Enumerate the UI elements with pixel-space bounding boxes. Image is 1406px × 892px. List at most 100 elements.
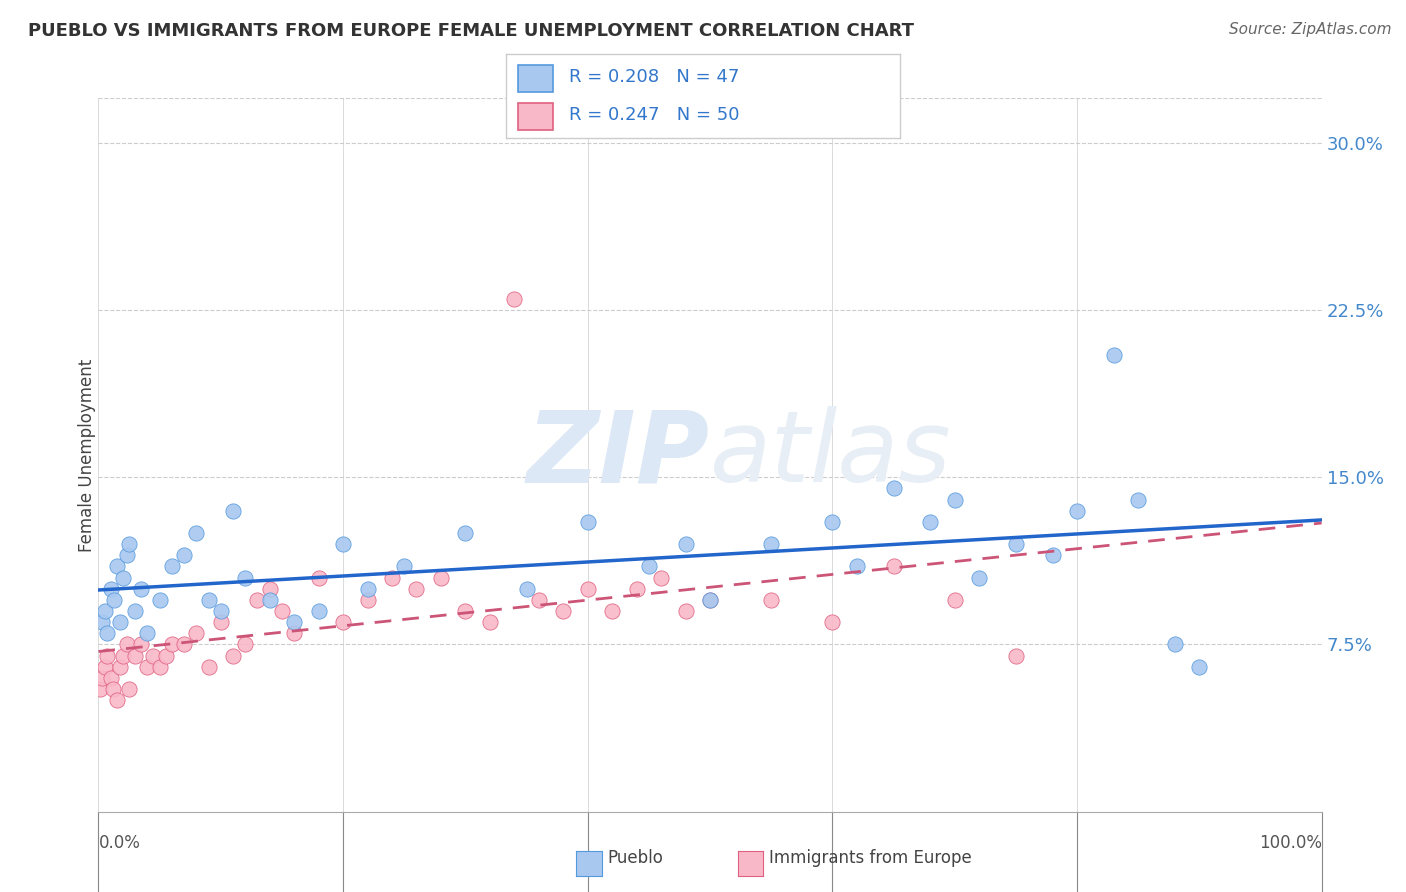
Point (129, 637, 152, 651)
Text: Source: ZipAtlas.com: Source: ZipAtlas.com (1229, 22, 1392, 37)
Point (259, 592, 281, 607)
Point (91, 671, 114, 685)
Text: R = 0.208   N = 47: R = 0.208 N = 47 (569, 69, 740, 87)
Point (699, 592, 721, 607)
Point (197, 660, 219, 674)
Point (110, 660, 132, 674)
Point (1188, 660, 1211, 674)
Point (142, 648, 165, 663)
Point (124, 604, 146, 618)
Text: 0.0%: 0.0% (98, 834, 141, 852)
Point (129, 582, 152, 596)
Text: Immigrants from Europe: Immigrants from Europe (769, 849, 972, 867)
Point (110, 615, 132, 630)
Point (821, 615, 844, 630)
Point (96, 626, 118, 640)
Text: ZIP: ZIP (527, 407, 710, 503)
Point (270, 604, 294, 618)
FancyBboxPatch shape (517, 103, 554, 130)
Point (1128, 492, 1150, 507)
Point (1066, 503, 1088, 517)
Point (883, 482, 905, 496)
Point (308, 604, 330, 618)
Point (100, 671, 122, 685)
Point (186, 526, 208, 541)
Point (222, 503, 245, 517)
Point (454, 526, 477, 541)
Point (91, 615, 114, 630)
Point (943, 592, 966, 607)
FancyBboxPatch shape (517, 64, 554, 92)
Point (155, 648, 177, 663)
Point (516, 582, 538, 596)
Point (883, 559, 905, 574)
Point (478, 615, 501, 630)
Point (186, 626, 208, 640)
Point (626, 582, 648, 596)
Point (283, 626, 305, 640)
Point (332, 537, 354, 551)
Point (136, 626, 159, 640)
Text: R = 0.247   N = 50: R = 0.247 N = 50 (569, 106, 740, 124)
Point (222, 648, 245, 663)
Point (89, 681, 111, 696)
Point (381, 571, 404, 585)
Point (111, 571, 134, 585)
Point (259, 582, 281, 596)
Point (503, 292, 526, 306)
Point (124, 648, 146, 663)
Point (101, 681, 124, 696)
Point (118, 681, 141, 696)
Point (96, 648, 118, 663)
Point (308, 571, 330, 585)
Point (149, 660, 172, 674)
Point (356, 592, 378, 607)
Point (527, 592, 550, 607)
Text: atlas: atlas (710, 407, 952, 503)
Point (675, 604, 697, 618)
Point (943, 492, 966, 507)
Point (1102, 347, 1125, 362)
Point (576, 515, 599, 529)
Point (118, 537, 141, 551)
Point (100, 582, 122, 596)
Point (392, 559, 416, 574)
Y-axis label: Female Unemployment: Female Unemployment (79, 359, 96, 551)
Point (845, 559, 868, 574)
Point (920, 515, 942, 529)
Point (93, 660, 115, 674)
Point (576, 582, 599, 596)
Point (600, 604, 623, 618)
Point (454, 604, 477, 618)
Text: PUEBLO VS IMMIGRANTS FROM EUROPE FEMALE UNEMPLOYMENT CORRELATION CHART: PUEBLO VS IMMIGRANTS FROM EUROPE FEMALE … (28, 22, 914, 40)
Point (111, 648, 134, 663)
Point (197, 592, 219, 607)
Point (1004, 648, 1026, 663)
Point (699, 592, 721, 607)
Point (1004, 537, 1026, 551)
Point (233, 637, 256, 651)
Point (149, 592, 172, 607)
Point (1042, 548, 1064, 563)
Point (761, 592, 783, 607)
Point (93, 604, 115, 618)
Point (105, 693, 128, 707)
Point (356, 582, 378, 596)
Point (105, 559, 128, 574)
Point (332, 615, 354, 630)
Point (173, 548, 195, 563)
Point (283, 615, 305, 630)
Point (405, 582, 427, 596)
Point (967, 571, 990, 585)
Point (761, 537, 783, 551)
Point (233, 571, 256, 585)
Point (160, 559, 183, 574)
Point (246, 592, 269, 607)
Point (638, 559, 661, 574)
Point (675, 537, 697, 551)
Point (430, 571, 453, 585)
Point (136, 660, 159, 674)
Text: 100.0%: 100.0% (1258, 834, 1322, 852)
Point (160, 637, 183, 651)
Point (209, 604, 232, 618)
